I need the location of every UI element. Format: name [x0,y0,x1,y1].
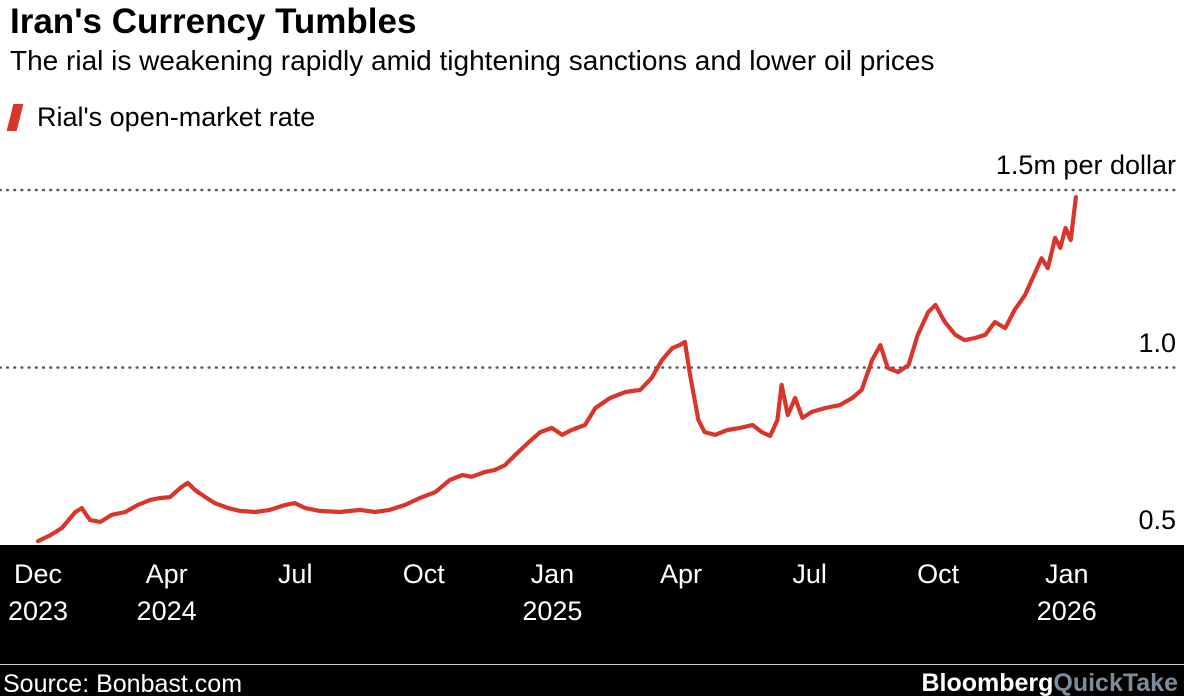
x-tick-month: Dec [13,559,63,589]
y-axis-label: 0.5 [1138,505,1176,535]
x-tick-year: 2024 [136,596,197,626]
x-axis-tick: Jan 2025 [522,556,582,630]
x-tick-year: 2025 [522,596,583,626]
y-axis-label: 1.5m per dollar [995,150,1176,180]
legend: Rial's open-market rate [6,100,316,134]
rial-line-series [35,195,1079,544]
x-tick-year: 2023 [7,596,69,626]
x-axis-tick: Dec 2023 [8,556,68,630]
brand-name: Bloomberg [921,669,1054,696]
legend-slash-icon [6,103,24,131]
source-text: Source: Bonbast.com [3,670,243,696]
x-tick-month: Jan [530,559,575,589]
x-tick-month: Oct [917,559,960,589]
x-tick-month: Jul [792,559,827,589]
legend-label: Rial's open-market rate [37,101,316,132]
x-axis-tick: Apr 2024 [137,556,197,630]
brand-suffix: QuickTake [1053,669,1178,696]
x-axis-tick: Jul [278,556,313,593]
chart-subtitle: The rial is weakening rapidly amid tight… [10,45,935,76]
x-tick-month: Jan [1045,559,1089,589]
x-axis-tick: Apr [660,556,702,593]
x-tick-month: Jul [277,559,313,589]
bloomberg-logo: BloombergQuickTake [921,669,1178,696]
x-axis-tick: Oct [403,556,445,593]
x-axis-tick: Jul [792,556,827,593]
x-tick-year: 2026 [1036,596,1097,626]
x-tick-month: Apr [659,559,703,589]
chart-title: Iran's Currency Tumbles [10,2,417,41]
x-axis-tick: Jan 2026 [1037,556,1097,630]
chart-footer-band: Dec 2023 Apr 2024 Jul Oct Jan 2025 Apr Jul Oct Jan 2… [0,548,1184,696]
x-axis-tick: Oct [917,556,959,593]
x-tick-month: Oct [402,559,445,589]
footer-divider [0,664,1184,665]
x-tick-month: Apr [145,559,188,589]
y-axis-label: 1.0 [1138,327,1176,358]
